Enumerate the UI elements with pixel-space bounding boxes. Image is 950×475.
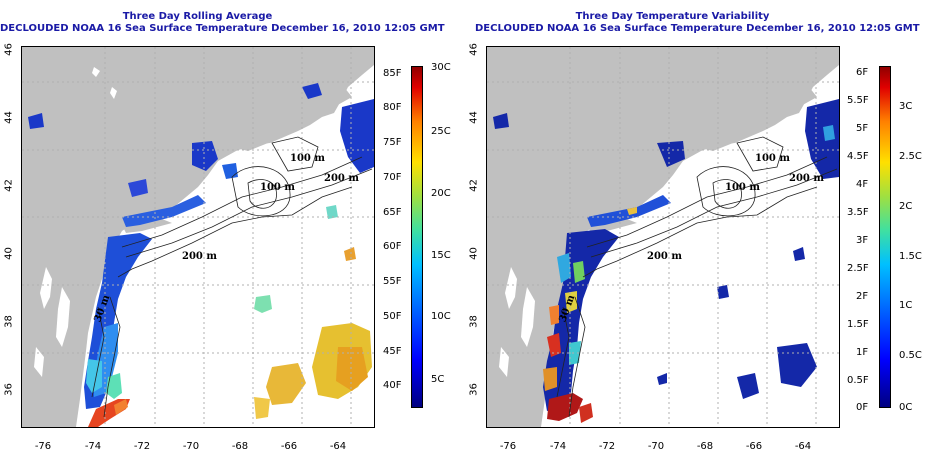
right-panel: Three Day Temperature Variability DECLOU… <box>469 0 950 475</box>
r-lon-label-70: -70 <box>647 441 665 452</box>
left-panel: Three Day Rolling Average DECLOUDED NOAA… <box>0 11 451 452</box>
right-map: 100 m 100 m 200 m 200 m 30 m <box>486 46 840 428</box>
right-colorbar <box>879 66 891 408</box>
r-contour-label-100m-b: 100 m <box>725 182 760 193</box>
r-lat-label-40: 40 <box>468 247 480 260</box>
right-cb-f-45: 4.5F <box>847 151 869 162</box>
left-title-line1: Three Day Rolling Average <box>122 11 273 22</box>
r-lat-label-44: 44 <box>468 111 480 124</box>
left-cb-c-30: 30C <box>431 62 451 73</box>
right-cb-f-6: 6F <box>856 67 869 78</box>
left-map: 100 m 100 m 200 m 200 m 30 m <box>21 46 375 428</box>
right-cb-f-5: 5F <box>856 123 869 134</box>
left-cb-c-5: 5C <box>431 374 445 385</box>
right-cb-f-2: 2F <box>856 291 869 302</box>
right-title-line2: DECLOUDED NOAA 16 Sea Surface Temperatur… <box>475 23 920 34</box>
r-contour-label-200m-a: 200 m <box>647 251 682 262</box>
left-cb-c-10: 10C <box>431 311 451 322</box>
right-cb-c-0: 0C <box>899 402 913 413</box>
right-cb-f-05: 0.5F <box>847 375 869 386</box>
right-cb-c-05: 0.5C <box>899 350 922 361</box>
r-contour-label-200m-b: 200 m <box>789 173 824 184</box>
lon-label-72: -72 <box>133 441 151 452</box>
lat-label-38: 38 <box>3 315 15 328</box>
r-lon-label-66: -66 <box>745 441 763 452</box>
left-cb-f-45: 45F <box>383 346 402 357</box>
r-lon-label-74: -74 <box>549 441 567 452</box>
r-lat-label-36: 36 <box>468 383 480 396</box>
right-map-svg: 100 m 100 m 200 m 200 m 30 m <box>487 47 839 427</box>
r-lat-label-38: 38 <box>468 315 480 328</box>
right-title-line1: Three Day Temperature Variability <box>575 11 770 22</box>
lat-label-40: 40 <box>3 247 15 260</box>
r-lon-label-76: -76 <box>499 441 517 452</box>
lon-label-74: -74 <box>84 441 102 452</box>
left-colorbar <box>411 66 423 408</box>
right-cb-f-4: 4F <box>856 179 869 190</box>
left-cb-f-55: 55F <box>383 276 402 287</box>
contour-label-200m-b: 200 m <box>324 173 359 184</box>
bathymetry-contours <box>91 136 373 418</box>
left-cb-f-80: 80F <box>383 102 402 113</box>
r-lon-label-68: -68 <box>696 441 714 452</box>
left-cb-f-50: 50F <box>383 311 402 322</box>
grid-lines <box>22 47 374 427</box>
right-cb-c-2: 2C <box>899 201 913 212</box>
left-cb-f-85: 85F <box>383 68 402 79</box>
land-mass <box>22 47 374 427</box>
r-lon-label-64: -64 <box>794 441 812 452</box>
right-cb-f-1: 1F <box>856 347 869 358</box>
right-cb-f-0: 0F <box>856 402 869 413</box>
r-contour-label-100m-a: 100 m <box>755 153 790 164</box>
left-cb-c-15: 15C <box>431 250 451 261</box>
left-cb-f-40: 40F <box>383 380 402 391</box>
right-cb-c-1: 1C <box>899 300 913 311</box>
left-cb-f-75: 75F <box>383 137 402 148</box>
lat-label-42: 42 <box>3 179 15 192</box>
r-lon-label-72: -72 <box>598 441 616 452</box>
var-coastal-band <box>543 229 619 411</box>
lon-label-76: -76 <box>34 441 52 452</box>
left-cb-f-60: 60F <box>383 241 402 252</box>
lat-label-36: 36 <box>3 383 15 396</box>
right-cb-f-15: 1.5F <box>847 319 869 330</box>
left-cb-c-20: 20C <box>431 188 451 199</box>
right-cb-f-25: 2.5F <box>847 263 869 274</box>
right-cb-f-3: 3F <box>856 235 869 246</box>
left-map-svg: 100 m 100 m 200 m 200 m 30 m <box>22 47 374 427</box>
left-cb-c-25: 25C <box>431 126 451 137</box>
lat-label-44: 44 <box>3 111 15 124</box>
contour-label-100m-a: 100 m <box>290 153 325 164</box>
left-cb-f-70: 70F <box>383 172 402 183</box>
right-cb-f-35: 3.5F <box>847 207 869 218</box>
r-lat-label-46: 46 <box>468 43 480 56</box>
lon-label-66: -66 <box>280 441 298 452</box>
r-lat-label-42: 42 <box>468 179 480 192</box>
right-cb-c-15: 1.5C <box>899 251 922 262</box>
lat-label-46: 46 <box>3 43 15 56</box>
right-cb-f-55: 5.5F <box>847 95 869 106</box>
lon-label-68: -68 <box>231 441 249 452</box>
left-title-line2: DECLOUDED NOAA 16 Sea Surface Temperatur… <box>0 23 445 34</box>
contour-label-100m-b: 100 m <box>260 182 295 193</box>
right-cb-c-3: 3C <box>899 101 913 112</box>
right-cb-c-25: 2.5C <box>899 151 922 162</box>
left-cb-f-65: 65F <box>383 207 402 218</box>
lon-label-70: -70 <box>182 441 200 452</box>
contour-label-200m-a: 200 m <box>182 251 217 262</box>
lon-label-64: -64 <box>329 441 347 452</box>
